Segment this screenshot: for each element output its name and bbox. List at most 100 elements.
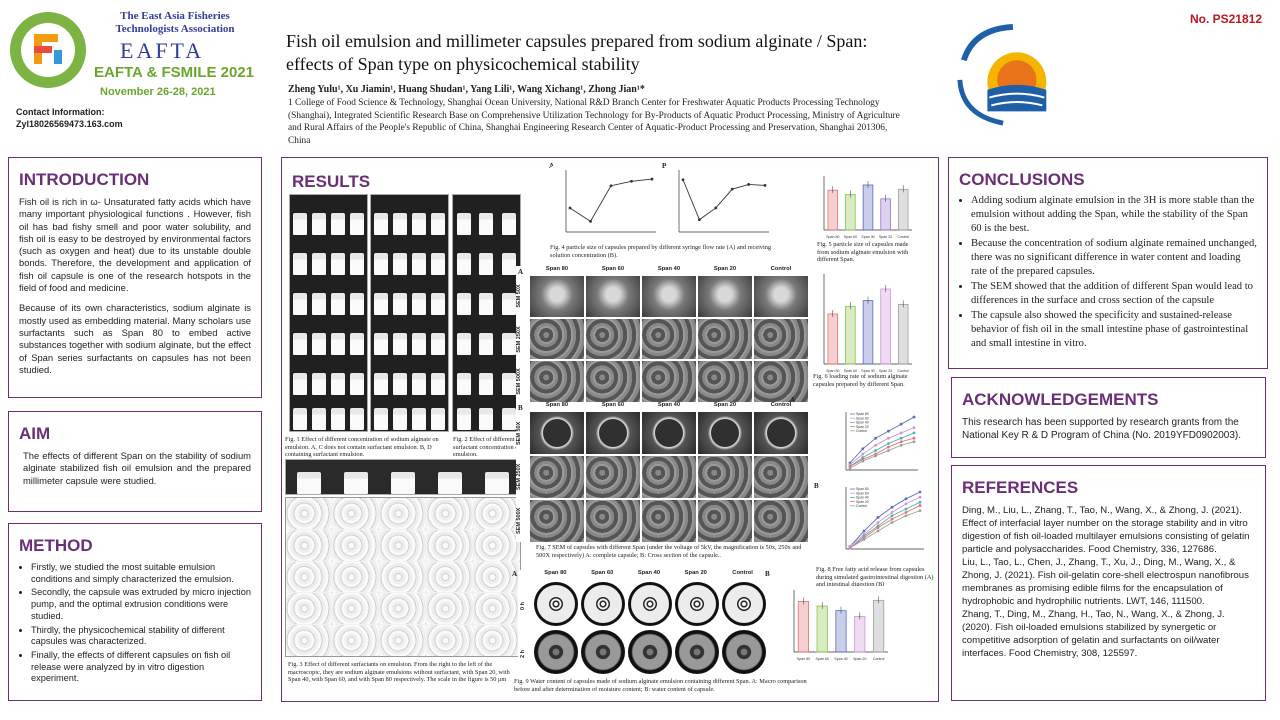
data-point [887, 442, 890, 445]
affiliation: 1 College of Food Science & Technology, … [288, 98, 900, 146]
org-name: The East Asia Fisheries Technologists As… [115, 10, 235, 35]
data-point [698, 218, 701, 222]
capsule-dish-image [581, 582, 625, 626]
capsule-dish-image [628, 582, 672, 626]
x-tick-label: Control [873, 657, 885, 661]
fig9-column-label: Span 20 [672, 570, 720, 580]
data-point [912, 415, 916, 419]
contact-label: Contact Information: [16, 107, 105, 117]
series-line [849, 441, 915, 469]
x-tick-label: Span 20 [853, 657, 866, 661]
introduction-paragraph-2: Because of its own characteristics, sodi… [19, 302, 251, 375]
series-line [849, 505, 921, 549]
data-point [874, 454, 877, 458]
conference-name: EAFTA & FSMILE 2021 [94, 64, 255, 81]
data-point [876, 529, 880, 533]
references-panel: REFERENCES Ding, M., Liu, L., Zhang, T.,… [951, 465, 1266, 701]
capsule-dish-image [534, 630, 578, 674]
fig9-row-label: 0 h [520, 584, 530, 628]
fig7-panel-b-label: B [518, 404, 523, 412]
sem-image [642, 318, 696, 360]
data-point [848, 466, 852, 470]
fig1-caption: Fig. 1 Effect of different concentration… [285, 436, 439, 459]
sem-image [642, 456, 696, 498]
sem-image [530, 456, 584, 498]
fig9-photo-panel: Span 80 Span 60 Span 40 Span 20 Control 0 h … [518, 570, 766, 678]
data-point [681, 178, 685, 182]
sem-image [754, 456, 808, 498]
fig6-caption: Fig. 6 loading rate of sodium alginate c… [813, 373, 908, 388]
sem-column-label: Span 40 [642, 402, 696, 410]
sem-image [698, 412, 752, 454]
sem-column-label: Span 40 [642, 266, 696, 274]
sem-row-label: SEM 500X [516, 361, 528, 402]
data-point [874, 449, 877, 452]
data-point [730, 187, 734, 191]
sem-column-label: Span 60 [586, 402, 640, 410]
fig9-column-label: Span 80 [532, 570, 579, 580]
data-point [848, 546, 852, 550]
data-point [876, 516, 880, 519]
fig3-macroscopic-photo [285, 459, 521, 495]
data-point [890, 517, 894, 521]
results-panel: RESULTS Fig. 1 Effect of different conce… [281, 157, 939, 702]
data-point [876, 521, 880, 524]
data-point [918, 490, 922, 494]
capsule-dish-image [534, 582, 578, 626]
data-point [861, 447, 865, 451]
sem-image [754, 276, 808, 317]
legend-label: Span 60 [856, 416, 869, 420]
series-line [849, 427, 915, 465]
acknowledgements-panel: ACKNOWLEDGEMENTS This research has been … [951, 377, 1266, 458]
fig4a-chart [552, 166, 660, 242]
sem-image [530, 361, 584, 402]
sem-column-label: Span 60 [586, 266, 640, 274]
acknowledgements-heading: ACKNOWLEDGEMENTS [962, 390, 1159, 409]
aim-text: The effects of different Span on the sta… [23, 450, 251, 486]
series-line [849, 437, 915, 467]
sem-column-label: Span 80 [530, 266, 584, 274]
x-tick-label: Span 20 [879, 235, 892, 239]
data-point [912, 436, 916, 440]
fig9-panel-b-label: B [765, 570, 770, 578]
fig9-column-label: Control [719, 570, 766, 580]
data-point [899, 440, 903, 444]
bar [880, 198, 891, 231]
fig8-caption: Fig. 8 Free fatty acid release from caps… [816, 566, 934, 589]
series-line [849, 491, 921, 547]
sem-image [530, 500, 584, 542]
sem-image [530, 276, 584, 317]
conclusion-item: The SEM showed that the addition of diff… [971, 280, 1257, 308]
data-point [904, 497, 908, 501]
data-point [861, 459, 865, 463]
sem-column-label: Span 80 [530, 402, 584, 410]
series-line [682, 179, 766, 221]
data-point [862, 538, 866, 541]
conclusions-heading: CONCLUSIONS [959, 170, 1085, 189]
sem-image [754, 412, 808, 454]
fig7-sem-panel-b: Span 80 Span 60 Span 40 Span 20 Control SEM 5… [516, 402, 808, 542]
capsule-dish-image [722, 630, 766, 674]
fig8-panel-a-label: A [790, 396, 796, 404]
legend-label: Control [856, 429, 867, 433]
capsule-dish-image [581, 630, 625, 674]
fig4b-chart [665, 166, 773, 242]
legend-label: Span 60 [856, 491, 869, 495]
bar [797, 601, 809, 653]
data-point [918, 500, 922, 504]
reference-item: Ding, M., Liu, L., Zhang, T., Tao, N., W… [962, 505, 1250, 555]
data-point [714, 206, 718, 210]
sem-image [642, 361, 696, 402]
eafta-logo-block: The East Asia Fisheries Technologists As… [8, 6, 258, 106]
method-item: Thirdly, the physicochemical stability o… [31, 625, 251, 648]
data-point [918, 509, 922, 513]
data-point [904, 502, 908, 506]
fig9-column-label: Span 60 [578, 570, 626, 580]
acknowledgements-text: This research has been supported by rese… [962, 417, 1242, 441]
data-point [890, 521, 894, 524]
legend-label: Control [856, 504, 867, 508]
fig9-caption: Fig. 9 Water content of capsules made of… [514, 678, 807, 693]
data-point [899, 436, 903, 440]
x-tick-label: Control [897, 235, 909, 239]
